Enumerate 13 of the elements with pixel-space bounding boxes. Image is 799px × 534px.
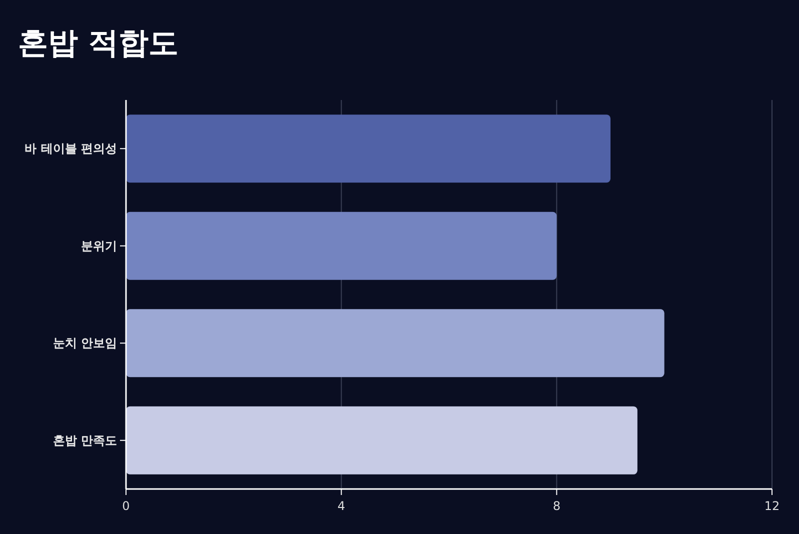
- x-tick-label: 8: [552, 499, 560, 513]
- y-tick-label: 혼밥 만족도: [52, 433, 117, 448]
- x-tick-label: 4: [338, 499, 346, 513]
- chart-title: 혼밥 적합도: [18, 26, 178, 61]
- bar: [126, 114, 610, 183]
- y-tick-label: 분위기: [81, 238, 117, 253]
- bar: [126, 212, 557, 280]
- x-tick-label: 0: [122, 499, 130, 513]
- bar: [126, 406, 638, 474]
- y-tick-label: 바 테이블 편의성: [24, 142, 117, 156]
- y-tick-label: 눈치 안보임: [52, 336, 117, 350]
- bar: [126, 309, 664, 378]
- x-tick-label: 12: [764, 499, 780, 513]
